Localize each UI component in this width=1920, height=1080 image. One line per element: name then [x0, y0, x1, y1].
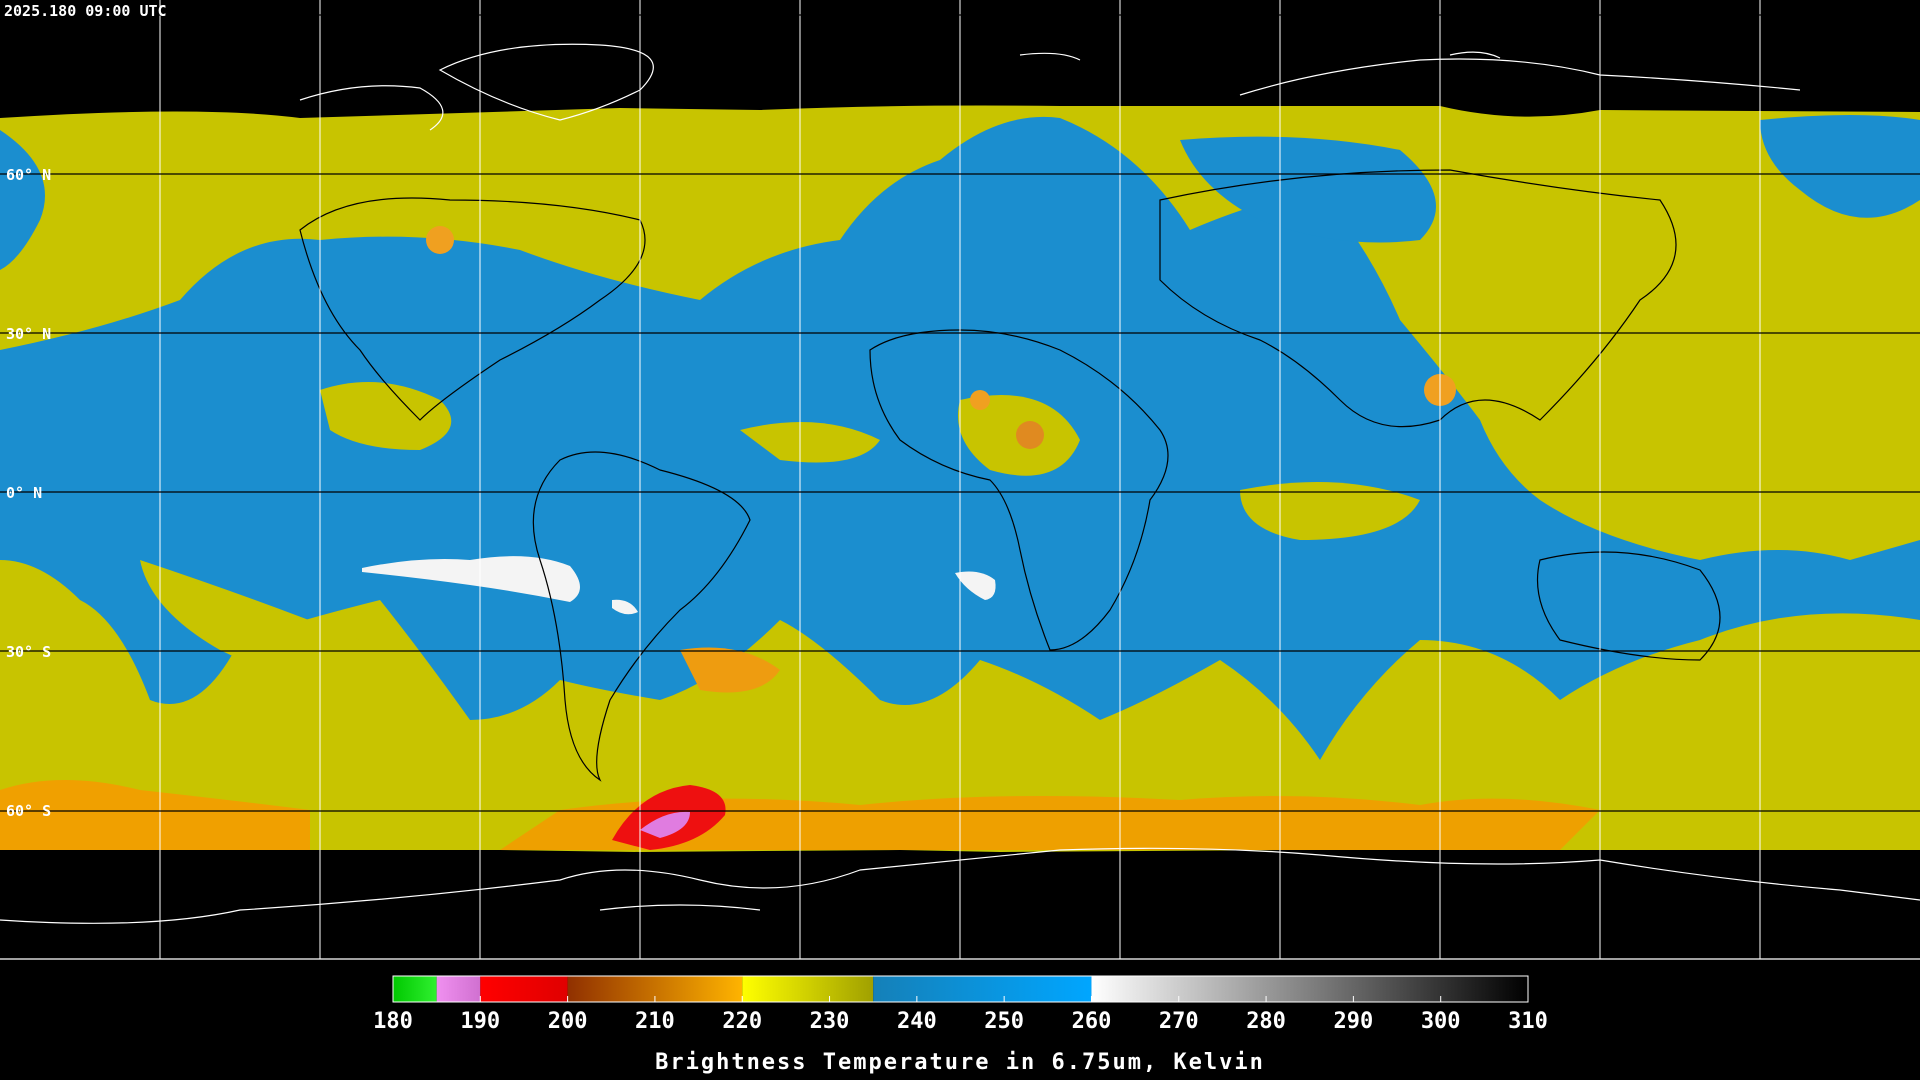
coastline [869, 329, 1169, 651]
coastline [1019, 51, 1501, 61]
lat-label: 60° S [6, 802, 51, 820]
moist-patch [140, 560, 405, 700]
coastlines [299, 169, 1721, 782]
colorbar-label: Brightness Temperature in 6.75um, Kelvin [655, 1050, 1265, 1075]
lat-labels: 60° N 30° N 0° N 30° S 60° S [6, 166, 51, 820]
coastline [1239, 58, 1801, 96]
colorbar-tick-label: 260 [1072, 1009, 1112, 1034]
timestamp: 2025.180 09:00 UTC [4, 2, 167, 20]
cold-cloud [426, 226, 454, 254]
very-dry [612, 599, 638, 615]
coastline [599, 904, 761, 911]
colorbar-tick-label: 180 [373, 1009, 413, 1034]
moist-patch [1240, 482, 1420, 540]
very-dry [362, 556, 580, 602]
colorbar-segment [436, 976, 481, 1002]
colorbar-frame [392, 975, 1529, 1003]
colorbar-tick-label: 200 [548, 1009, 588, 1034]
very-dry [955, 571, 996, 600]
coastline [299, 197, 646, 421]
coastline [1159, 169, 1677, 428]
colorbar-segment [1091, 976, 1528, 1002]
colorbar-segment [742, 976, 874, 1002]
graticule [0, 0, 1920, 960]
colorbar-tick-label: 300 [1421, 1009, 1461, 1034]
moist-patch [320, 382, 452, 450]
colorbar-tick-label: 240 [897, 1009, 937, 1034]
colorbar-segment [393, 976, 437, 1002]
cold-cloud [500, 796, 1600, 850]
dry-region [1180, 136, 1436, 243]
lat-label: 30° S [6, 643, 51, 661]
colorbar-tick-label: 270 [1159, 1009, 1199, 1034]
moist-patch [1560, 393, 1736, 480]
coastline [299, 85, 444, 131]
cold-cloud [680, 647, 780, 693]
lat-label: 30° N [6, 325, 51, 343]
colorbar-segment [480, 976, 568, 1002]
lat-label: 60° N [6, 166, 51, 184]
colorbar-tick-label: 210 [635, 1009, 675, 1034]
colorbar-tick-label: 220 [722, 1009, 762, 1034]
lat-label: 0° N [6, 484, 42, 502]
colorbar: 180 190 200 210 220 230 240 250 260 270 280 290 300 3… [373, 975, 1548, 1034]
colorbar-tick-label: 280 [1246, 1009, 1286, 1034]
dry-region [0, 130, 45, 270]
dry-region [1760, 115, 1920, 218]
colorbar-tick-label: 250 [984, 1009, 1024, 1034]
storm-core [640, 811, 690, 838]
colorbar-segment [873, 976, 1092, 1002]
coastline [1537, 551, 1721, 661]
coastline [532, 451, 751, 782]
cold-cloud [1016, 421, 1044, 449]
cold-cloud [970, 390, 990, 410]
moist-patch [740, 422, 880, 463]
colorbar-tick-label: 310 [1508, 1009, 1548, 1034]
colorbar-tick-label: 230 [810, 1009, 850, 1034]
colorbar-tick-label: 290 [1334, 1009, 1374, 1034]
colorbar-tick-label: 190 [460, 1009, 500, 1034]
cold-cloud [0, 780, 310, 850]
